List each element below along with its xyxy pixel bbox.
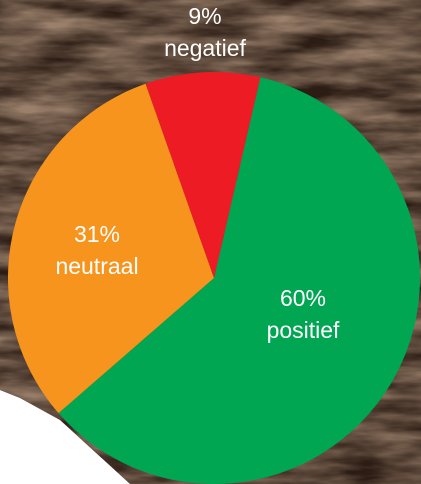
pie-slice: [7, 83, 214, 414]
slice-category-label: negatief: [164, 35, 246, 61]
slice-value-label: 60%: [280, 285, 326, 311]
slice-value-label: 31%: [74, 221, 120, 247]
pie: [7, 72, 420, 484]
slice-value-label: 9%: [188, 3, 221, 29]
slice-category-label: positief: [267, 317, 340, 343]
pie-slice: [145, 72, 261, 278]
slice-category-label: neutraal: [55, 253, 138, 279]
pie-slice: [58, 77, 420, 484]
